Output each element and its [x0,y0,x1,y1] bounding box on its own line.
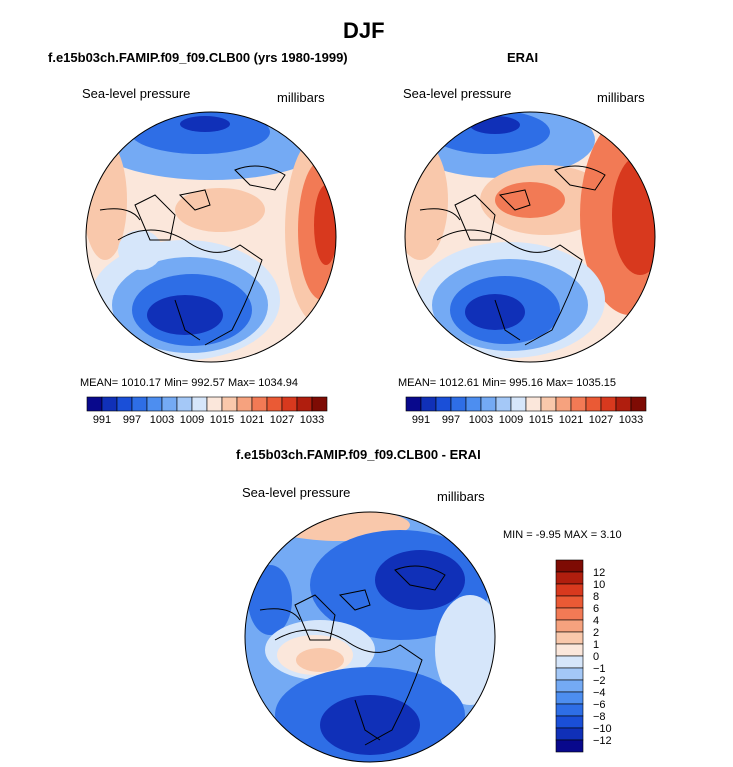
colorbar-swatch [555,595,584,609]
colorbar-swatch [146,396,163,412]
colorbar-swatch [251,396,268,412]
panel-2-title: ERAI [507,50,539,65]
colorbar-swatch [555,703,584,717]
colorbar-swatch [555,619,584,633]
colorbar-label: −6 [593,699,606,711]
colorbar-label: −12 [593,735,612,747]
panel-3-title: f.e15b03ch.FAMIP.f09_f09.CLB00 - ERAI [236,447,481,462]
colorbar-swatch [131,396,148,412]
colorbar-label: 10 [593,579,605,591]
colorbar-swatch [555,396,572,412]
colorbar-swatch [555,667,584,681]
colorbar-swatch [555,559,584,573]
colorbar-swatch [281,396,298,412]
colorbar-swatch [161,396,178,412]
colorbar-swatch [116,396,133,412]
colorbar-label: −4 [593,687,606,699]
colorbar-label: 991 [93,414,111,426]
colorbar-swatch [555,631,584,645]
colorbar-swatch [191,396,208,412]
colorbar-swatch [555,643,584,657]
panel-2-stats: MEAN= 1012.61 Min= 995.16 Max= 1035.15 [398,377,617,389]
panel-3-variable: Sea-level pressure [242,485,351,500]
colorbar-label: 997 [442,414,460,426]
colorbar-swatch [555,715,584,729]
map-1 [85,111,337,363]
colorbar-label: 1009 [499,414,523,426]
slp-colorbar-1: 991 997 1003 1009 1015 1021 1027 1033 [86,396,328,426]
colorbar-swatch [206,396,223,412]
colorbar-label: 1003 [469,414,493,426]
colorbar-swatch [600,396,617,412]
colorbar-swatch [630,396,647,412]
colorbar-label: 4 [593,615,599,627]
colorbar-swatch [570,396,587,412]
colorbar-swatch [510,396,527,412]
map-2 [404,111,656,363]
colorbar-label: 1015 [210,414,234,426]
panel-2-units: millibars [597,90,645,105]
panel-3-stats: MIN = -9.95 MAX = 3.10 [503,529,622,541]
colorbar-swatch [555,571,584,585]
colorbar-swatch [525,396,542,412]
colorbar-label: 1021 [240,414,264,426]
colorbar-label: 1033 [300,414,324,426]
colorbar-swatch [236,396,253,412]
colorbar-label: 1027 [270,414,294,426]
colorbar-label: 1009 [180,414,204,426]
colorbar-label: 2 [593,627,599,639]
panel-1-stats: MEAN= 1010.17 Min= 992.57 Max= 1034.94 [80,377,299,389]
colorbar-swatch [176,396,193,412]
colorbar-label: 1033 [619,414,643,426]
colorbar-swatch [615,396,632,412]
colorbar-swatch [555,607,584,621]
colorbar-swatch [555,679,584,693]
colorbar-label: 1015 [529,414,553,426]
colorbar-label: −2 [593,675,606,687]
colorbar-swatch [86,396,103,412]
colorbar-swatch [221,396,238,412]
panel-2-variable: Sea-level pressure [403,86,512,101]
panel-1-variable: Sea-level pressure [82,86,191,101]
colorbar-label: 1003 [150,414,174,426]
colorbar-label: 0 [593,651,599,663]
colorbar-label: 12 [593,567,605,579]
colorbar-swatch [420,396,437,412]
colorbar-label: 8 [593,591,599,603]
colorbar-swatch [555,691,584,705]
colorbar-swatch [296,396,313,412]
colorbar-swatch [585,396,602,412]
colorbar-swatch [266,396,283,412]
colorbar-label: 6 [593,603,599,615]
colorbar-swatch [495,396,512,412]
map-3 [244,511,496,763]
colorbar-swatch [555,727,584,741]
panel-3-units: millibars [437,489,485,504]
colorbar-swatch [405,396,422,412]
colorbar-swatch [465,396,482,412]
colorbar-label: −8 [593,711,606,723]
slp-colorbar-2: 991 997 1003 1009 1015 1021 1027 1033 [405,396,647,426]
colorbar-label: −10 [593,723,612,735]
colorbar-swatch [555,739,584,753]
colorbar-swatch [480,396,497,412]
colorbar-swatch [555,655,584,669]
panel-1-title: f.e15b03ch.FAMIP.f09_f09.CLB00 (yrs 1980… [48,50,348,65]
page-title: DJF [343,18,385,43]
colorbar-label: 1027 [589,414,613,426]
colorbar-label: 997 [123,414,141,426]
colorbar-swatch [555,583,584,597]
colorbar-swatch [540,396,557,412]
panel-1-units: millibars [277,90,325,105]
colorbar-label: 991 [412,414,430,426]
colorbar-swatch [311,396,328,412]
colorbar-swatch [450,396,467,412]
colorbar-swatch [101,396,118,412]
colorbar-label: −1 [593,663,606,675]
colorbar-label: 1021 [559,414,583,426]
colorbar-label: 1 [593,639,599,651]
colorbar-swatch [435,396,452,412]
